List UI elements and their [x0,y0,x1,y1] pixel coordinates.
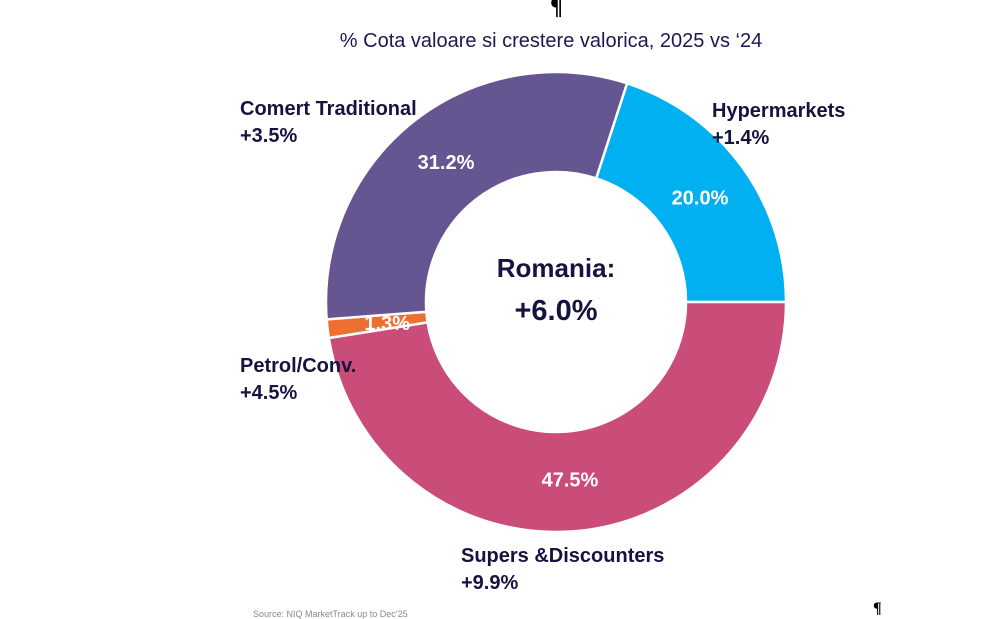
center-title: Romania: [496,253,616,283]
donut-slice-supers-discounters [327,300,788,534]
category-growth: +3.5% [240,125,298,147]
slice-value-label: 20.0% [672,187,729,209]
category-growth: +9.9% [461,572,519,594]
slice-value-label: 47.5% [542,469,599,491]
donut-slice-hypermarkets [594,81,788,304]
category-growth: +4.5% [240,382,298,404]
source-note: Source: NIQ MarketTrack up to Dec’25 [253,609,408,619]
category-label-hypermarkets: Hypermarkets +1.4% [712,98,845,152]
category-label-comert-traditional: Comert Traditional +3.5% [240,96,417,150]
category-name: Petrol/Conv. [240,355,357,377]
category-name: Comert Traditional [240,98,417,120]
category-label-petrol-conv: Petrol/Conv. +4.5% [240,353,356,407]
donut-slice-comert-traditional [324,70,629,321]
slice-value-label: 1.3% [364,313,410,335]
chart-title: % Cota valoare si crestere valorica, 202… [0,30,1007,53]
category-label-supers-discounters: Supers &Discounters +9.9% [461,543,664,597]
category-name: Supers &Discounters [461,545,665,567]
category-name: Hypermarkets [712,100,846,122]
slice-value-label: 31.2% [418,152,475,174]
category-growth: +1.4% [712,127,770,149]
chart-title-text: % Cota valoare si crestere valorica, 202… [339,30,763,52]
paragraph-mark: ¶ [550,0,563,20]
paragraph-mark-bottom: ¶ [873,600,882,617]
center-value: +6.0% [514,295,598,327]
